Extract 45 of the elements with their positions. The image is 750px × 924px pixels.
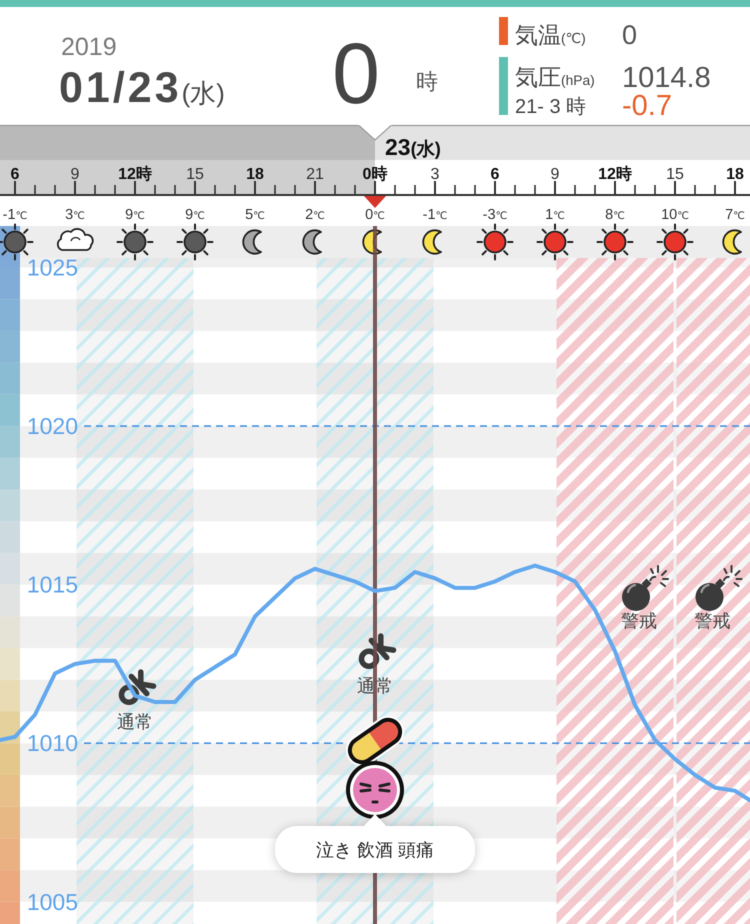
text: 10℃ [661, 207, 689, 223]
text: 9℃ [125, 207, 145, 223]
y-tick-label: 1005 [26, 888, 78, 915]
text: 2019 [61, 33, 117, 61]
annotation: 泣き 飲酒 頭痛 [316, 840, 434, 860]
x-tick-label: 3 [430, 166, 440, 183]
x-tick-label: 6 [490, 166, 500, 183]
text: 0 [622, 20, 638, 50]
x-tick-label: 15 [666, 166, 684, 183]
y-tick-label: 1025 [26, 254, 78, 281]
y-tick-label: 1015 [26, 572, 78, 598]
band-label: 警戒 [621, 611, 657, 631]
text: 気温(℃) [515, 22, 586, 48]
text: -1℃ [2, 207, 28, 223]
x-tick-label: 12時 [598, 165, 632, 183]
text: 気圧(hPa) [515, 64, 595, 90]
x-tick-label: 6 [10, 166, 20, 183]
text: 01/23(水) [59, 64, 225, 112]
text: 時 [416, 69, 438, 94]
text: 9℃ [185, 207, 205, 223]
text: -1℃ [422, 207, 448, 223]
text: 0℃ [365, 207, 385, 223]
band-label: 通常 [117, 712, 153, 732]
text: 7℃ [725, 207, 745, 223]
x-tick-label: 18 [246, 166, 264, 183]
text: 2℃ [305, 207, 325, 223]
band-label: 警戒 [694, 611, 730, 631]
x-tick-label: 9 [70, 166, 80, 183]
x-tick-label: 9 [550, 166, 560, 183]
y-tick-label: 1020 [26, 413, 78, 440]
text: 8℃ [605, 207, 625, 223]
y-tick-label: 1010 [26, 730, 78, 756]
line-series [0, 564, 750, 802]
text: 21- 3 時 [515, 96, 586, 118]
x-tick-label: 18 [726, 166, 744, 183]
text: 3℃ [65, 207, 85, 223]
text: 1℃ [545, 207, 565, 223]
x-tick-label: 15 [186, 166, 204, 183]
x-tick-label: 12時 [118, 165, 152, 183]
text: -3℃ [482, 207, 508, 223]
text: 5℃ [245, 207, 265, 223]
text: 0 [332, 26, 380, 122]
x-tick-label: 0時 [362, 165, 388, 183]
x-tick-label: 21 [306, 166, 324, 183]
text: 23(水) [385, 134, 441, 160]
